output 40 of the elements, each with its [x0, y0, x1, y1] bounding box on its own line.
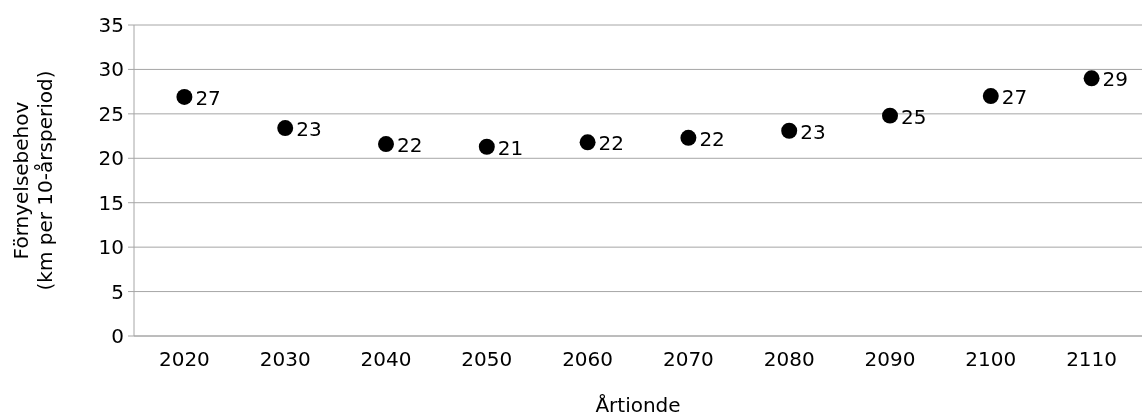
y-tick-label: 25 — [98, 101, 124, 126]
x-tick-label: 2080 — [763, 347, 815, 371]
data-label: 29 — [1102, 67, 1129, 92]
y-tick-label: 15 — [98, 190, 124, 215]
point — [378, 136, 394, 153]
x-tick-label: 2110 — [1066, 347, 1118, 371]
x-tick-label: 2070 — [662, 347, 714, 371]
point — [277, 120, 294, 137]
y-tick-label: 0 — [111, 324, 124, 348]
data-label: 27 — [1001, 85, 1028, 110]
y-tick-label: 35 — [98, 13, 124, 37]
data-label: 27 — [195, 85, 221, 110]
y-tick-label: 30 — [98, 57, 124, 82]
data-label: 21 — [497, 135, 524, 160]
y-tick-label: 5 — [111, 279, 124, 304]
y-tick-label: 10 — [98, 235, 124, 260]
data-label: 25 — [901, 104, 927, 129]
point — [982, 88, 999, 105]
x-tick-label: 2030 — [259, 347, 311, 371]
y-axis-title: Förnyelsebehov (km per 10-årsperiod) — [9, 70, 57, 291]
x-tick-label: 2060 — [562, 347, 614, 371]
data-label: 22 — [598, 131, 625, 156]
point — [579, 134, 596, 151]
data-label: 22 — [397, 133, 423, 158]
x-tick-label: 2050 — [461, 347, 513, 371]
x-tick-label: 2020 — [158, 347, 210, 371]
point — [176, 89, 193, 105]
data-label: 23 — [800, 119, 826, 144]
data-label: 22 — [699, 126, 725, 151]
point — [680, 129, 697, 146]
x-tick-label: 2100 — [965, 347, 1017, 371]
point — [882, 107, 898, 124]
x-tick-label: 2090 — [864, 347, 916, 371]
point — [781, 122, 798, 139]
y-tick-label: 20 — [98, 146, 124, 171]
x-tick-label: 2040 — [360, 347, 412, 371]
data-label: 23 — [296, 117, 322, 142]
point — [1083, 70, 1100, 87]
x-axis-title: Årtionde — [595, 393, 681, 417]
point — [478, 138, 495, 155]
